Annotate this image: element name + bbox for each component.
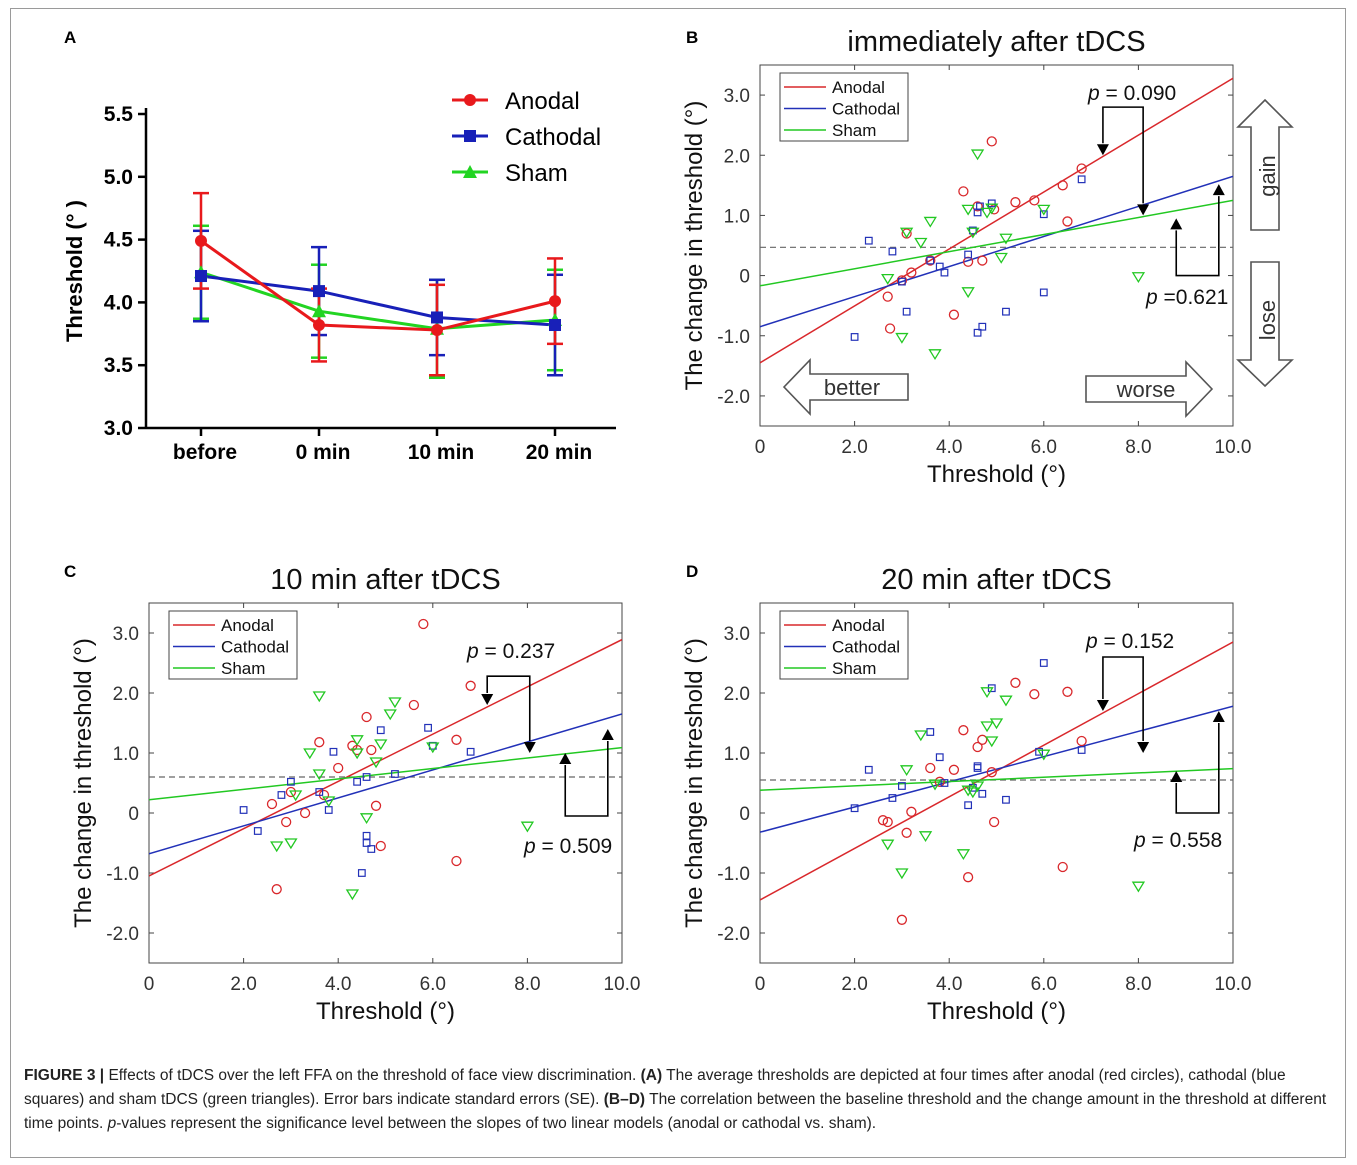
caption-part: p bbox=[107, 1115, 117, 1132]
caption-part: The average thresholds are depicted at f… bbox=[24, 1067, 1286, 1108]
figure-caption: FIGURE 3 | Effects of tDCS over the left… bbox=[24, 1064, 1336, 1136]
caption-part: -values represent the significance level… bbox=[116, 1115, 877, 1132]
caption-part: The correlation between the baseline thr… bbox=[24, 1091, 1327, 1132]
panel-label-b: B bbox=[686, 28, 699, 47]
panel-label-d: D bbox=[686, 562, 699, 581]
figure-frame bbox=[10, 8, 1346, 1158]
panel-label-a: A bbox=[64, 28, 77, 47]
caption-lead: FIGURE 3 | bbox=[24, 1067, 105, 1084]
caption-part: Effects of tDCS over the left FFA on the… bbox=[104, 1067, 641, 1084]
caption-part: (B–D) bbox=[603, 1091, 646, 1108]
panel-label-c: C bbox=[64, 562, 77, 581]
caption-part: (A) bbox=[640, 1067, 663, 1084]
